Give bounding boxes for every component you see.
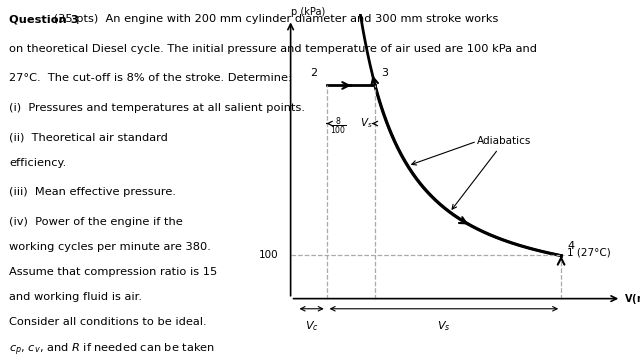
Text: $c_p$, $c_v$, and $R$ if needed can be taken: $c_p$, $c_v$, and $R$ if needed can be t… [9, 342, 215, 359]
Text: $\bf{V(m^3)}$: $\bf{V(m^3)}$ [624, 291, 640, 306]
Text: (ii)  Theoretical air standard: (ii) Theoretical air standard [9, 132, 168, 143]
Text: 1 (27°C): 1 (27°C) [567, 248, 611, 258]
Text: 100: 100 [259, 251, 278, 261]
Text: and working fluid is air.: and working fluid is air. [9, 292, 142, 302]
Text: (iv)  Power of the engine if the: (iv) Power of the engine if the [9, 217, 183, 226]
Text: $V_c$: $V_c$ [305, 319, 319, 333]
Text: 3: 3 [381, 68, 388, 78]
Text: Assume that compression ratio is 15: Assume that compression ratio is 15 [9, 267, 218, 277]
Text: 27°C.  The cut-off is 8% of the stroke. Determine:: 27°C. The cut-off is 8% of the stroke. D… [9, 73, 292, 84]
Text: Adiabatics: Adiabatics [452, 136, 531, 209]
Text: (iii)  Mean effective pressure.: (iii) Mean effective pressure. [9, 187, 176, 197]
Text: 2: 2 [310, 68, 317, 78]
Text: (35 pts)  An engine with 200 mm cylinder diameter and 300 mm stroke works: (35 pts) An engine with 200 mm cylinder … [50, 14, 499, 24]
Text: p (kPa): p (kPa) [291, 7, 325, 17]
Text: $V_s$: $V_s$ [437, 319, 451, 333]
Text: on theoretical Diesel cycle. The initial pressure and temperature of air used ar: on theoretical Diesel cycle. The initial… [9, 44, 537, 54]
Text: 4: 4 [567, 241, 574, 251]
Text: $\frac{8}{100}$: $\frac{8}{100}$ [330, 115, 346, 137]
Text: $V_s$: $V_s$ [360, 117, 372, 130]
Text: efficiency.: efficiency. [9, 158, 67, 167]
Text: (i)  Pressures and temperatures at all salient points.: (i) Pressures and temperatures at all sa… [9, 103, 305, 113]
Text: working cycles per minute are 380.: working cycles per minute are 380. [9, 242, 211, 252]
Text: Question 3: Question 3 [9, 14, 79, 24]
Text: Consider all conditions to be ideal.: Consider all conditions to be ideal. [9, 317, 207, 327]
